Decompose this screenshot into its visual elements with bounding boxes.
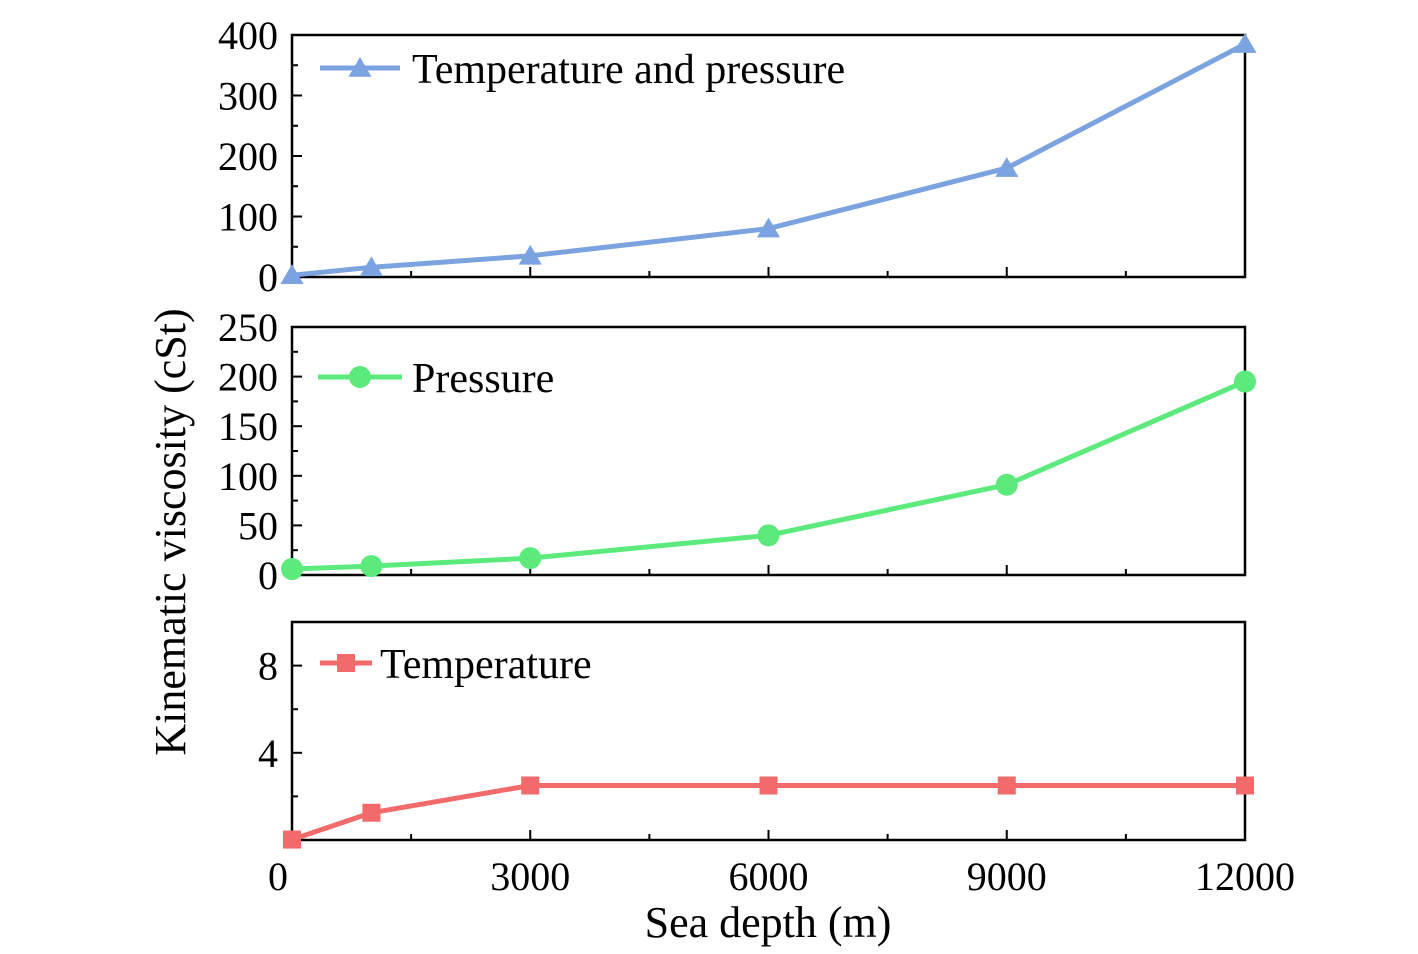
legend-marker [348, 57, 372, 77]
data-point [521, 776, 540, 795]
legend-label: Temperature [380, 642, 592, 688]
series-pressure [281, 370, 1256, 581]
legend: Temperature [320, 642, 592, 688]
data-point [995, 473, 1018, 496]
data-point [362, 803, 381, 822]
data-point [995, 157, 1019, 177]
legend-marker [349, 366, 371, 388]
chart-panels: 0 100 200 300 400 Temperature and pressure 0 50… [218, 13, 1257, 849]
series-line [291, 379, 1246, 572]
data-point [756, 217, 781, 238]
y-tick-label: 200 [218, 355, 278, 400]
data-point [359, 256, 383, 277]
data-point [757, 524, 780, 547]
data-point [281, 558, 303, 581]
y-tick-label: 0 [258, 553, 278, 598]
y-tick-label: 400 [218, 13, 278, 58]
panel-1: 0 100 200 300 400 Temperature and pressure [218, 13, 1257, 300]
x-tick-label: 0 [268, 854, 288, 899]
panel-3: 4 8 Temperature [258, 620, 1254, 849]
y-tick-label: 8 [258, 644, 278, 689]
x-tick-label: 3000 [490, 854, 570, 899]
x-tick-label: 12000 [1195, 854, 1295, 899]
data-point [997, 776, 1016, 795]
x-tick-label: 9000 [967, 854, 1047, 899]
series-line [291, 41, 1247, 278]
series-temperature-and-pressure [280, 33, 1257, 284]
data-point [518, 244, 542, 265]
y-tick-label: 50 [238, 503, 278, 548]
y-tick-label: 0 [258, 255, 278, 300]
data-point [283, 830, 301, 849]
x-tick-label: 6000 [729, 854, 809, 899]
legend: Temperature and pressure [320, 47, 845, 93]
x-axis: 0 3000 6000 9000 12000 [268, 854, 1295, 899]
series-line [291, 783, 1245, 842]
data-point [519, 547, 542, 570]
data-point [759, 776, 778, 795]
y-tick-label: 4 [258, 731, 278, 776]
data-point [1233, 33, 1257, 53]
data-point [1236, 776, 1254, 795]
y-tick-label: 100 [218, 454, 278, 499]
series-temperature [283, 776, 1254, 849]
y-tick-label: 100 [218, 195, 278, 240]
legend-label: Temperature and pressure [412, 47, 845, 93]
data-point [360, 555, 383, 578]
legend-label: Pressure [412, 356, 554, 402]
y-tick-label: 150 [218, 404, 278, 449]
data-point [280, 264, 304, 284]
y-tick-label: 250 [218, 305, 278, 350]
data-point [1234, 370, 1256, 393]
x-axis-title: Sea depth (m) [645, 898, 892, 947]
legend: Pressure [318, 356, 554, 402]
legend-marker [337, 654, 355, 672]
y-tick-label: 300 [218, 74, 278, 119]
y-tick-label: 200 [218, 134, 278, 179]
y-axis-title: Kinematic viscosity (cSt) [146, 308, 195, 755]
